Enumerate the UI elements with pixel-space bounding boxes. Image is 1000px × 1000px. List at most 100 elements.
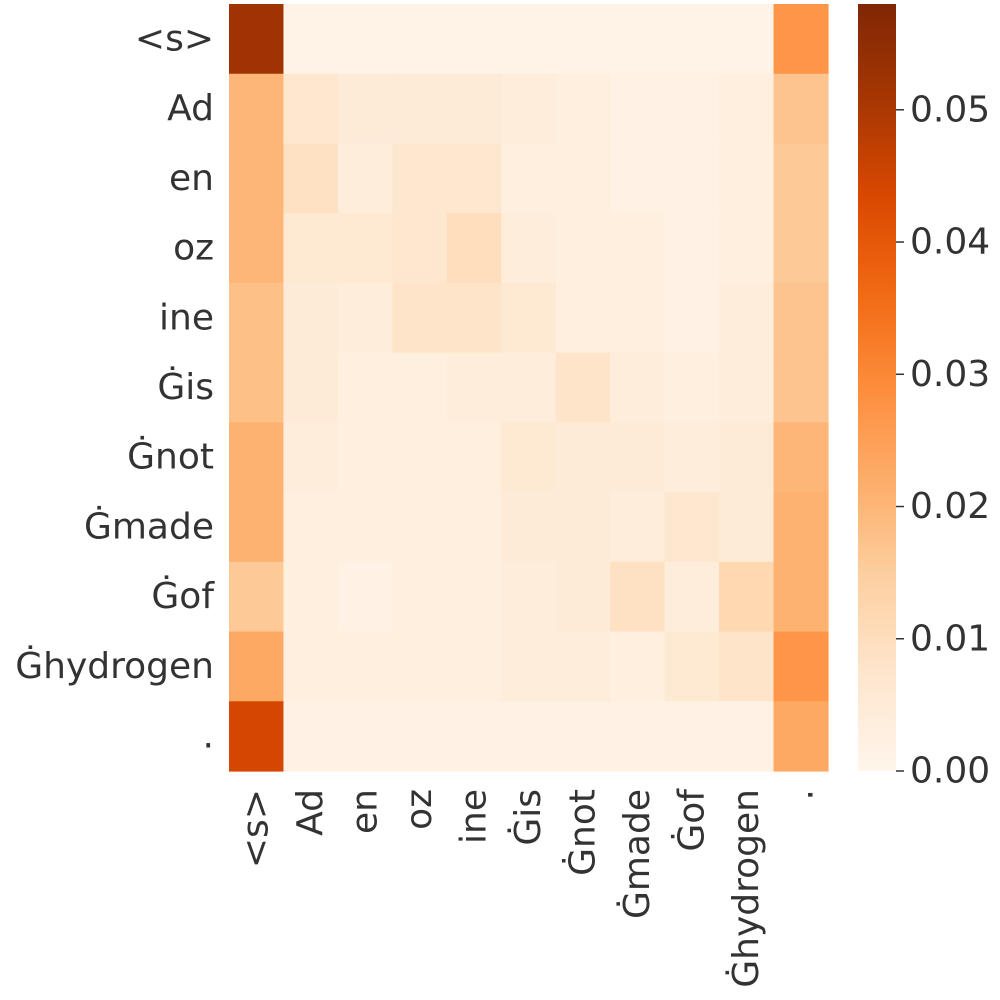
heatmap-cell: [283, 352, 339, 423]
heatmap-cell: [555, 422, 611, 493]
colorbar-ticks: 0.00 0.01 0.02 0.03 0.04 0.05: [896, 89, 990, 792]
heatmap-cell: [283, 561, 339, 633]
heatmap-cell: [337, 492, 393, 563]
colorbar-tick-label: 0.03: [910, 354, 990, 395]
heatmap-cell: [555, 631, 611, 702]
colorbar-tick-label: 0.01: [910, 618, 990, 659]
heatmap-cell: [719, 282, 775, 354]
heatmap-cell: [773, 631, 829, 702]
heatmap-cell: [229, 422, 285, 493]
heatmap-cell: [664, 701, 720, 772]
heatmap-cell: [501, 701, 557, 772]
x-tick-labels: <s> Ad en oz ine Ġis Ġnot Ġmade Ġof Ġhydrogen.: [236, 788, 822, 988]
heatmap-cell: [283, 422, 339, 493]
heatmap-cell: [283, 143, 339, 214]
heatmap-cell: [446, 561, 502, 633]
heatmap-cell: [446, 701, 502, 772]
colorbar-tick-label: 0.04: [910, 222, 990, 263]
heatmap-cell: [501, 352, 557, 423]
heatmap-cell: [719, 492, 775, 563]
y-tick-label: Ġof: [151, 575, 215, 617]
heatmap-cell: [446, 213, 502, 284]
heatmap-cell: [392, 422, 448, 493]
y-tick-label: <s>: [135, 18, 214, 59]
heatmap-cell: [719, 422, 775, 493]
heatmap-cell: [283, 492, 339, 563]
heatmap-cell: [610, 492, 666, 563]
heatmap-cell: [664, 282, 720, 354]
x-tick-label: Ġmade: [616, 789, 658, 919]
heatmap-cell: [337, 73, 393, 145]
heatmap-cell: [392, 282, 448, 354]
heatmap-cell: [446, 492, 502, 563]
heatmap-cell: [337, 422, 393, 493]
y-tick-labels: <s> Ad en oz ine Ġis Ġnot Ġmade Ġof Ġhydrogen.: [15, 18, 215, 756]
heatmap-cell: [719, 213, 775, 284]
x-tick-label: Ġhydrogen: [725, 789, 767, 988]
colorbar-tick-label: 0.00: [910, 751, 990, 792]
heatmap-cell: [337, 282, 393, 354]
heatmap-cell: [392, 352, 448, 423]
heatmap-cell: [392, 631, 448, 702]
heatmap-cell: [229, 4, 285, 75]
heatmap-cell: [337, 4, 393, 75]
heatmap-cell: [610, 631, 666, 702]
x-tick-label: ine: [454, 789, 495, 844]
x-tick-label: oz: [399, 789, 440, 830]
heatmap-cell: [773, 352, 829, 423]
y-tick-label: Ġis: [157, 366, 214, 408]
heatmap-cell: [610, 352, 666, 423]
heatmap-cell: [501, 4, 557, 75]
heatmap-cell: [229, 352, 285, 423]
heatmap-cell: [773, 73, 829, 145]
heatmap-cell: [501, 282, 557, 354]
heatmap-cell: [337, 143, 393, 214]
heatmap-cell: [229, 73, 285, 145]
heatmap-cell: [337, 213, 393, 284]
x-tick-label: en: [345, 789, 386, 834]
heatmap-cell: [773, 4, 829, 75]
heatmap-cell: [446, 422, 502, 493]
heatmap-cell: [501, 492, 557, 563]
heatmap-cell: [446, 352, 502, 423]
heatmap-cell: [229, 282, 285, 354]
heatmap-cell: [229, 492, 285, 563]
heatmap-cell: [446, 73, 502, 145]
y-tick-label: Ad: [167, 88, 214, 129]
heatmap-cell: [719, 143, 775, 214]
heatmap-cell: [337, 701, 393, 772]
heatmap-cell: [337, 352, 393, 423]
heatmap-cell: [501, 422, 557, 493]
heatmap-cell: [229, 701, 285, 772]
heatmap-cell: [719, 352, 775, 423]
heatmap-cell: [501, 143, 557, 214]
heatmap-cell: [501, 73, 557, 145]
heatmap-cell: [610, 143, 666, 214]
heatmap-cell: [664, 352, 720, 423]
heatmap-cell: [664, 4, 720, 75]
heatmap-cell: [719, 631, 775, 702]
heatmap-cell: [501, 561, 557, 633]
y-tick-label: en: [169, 158, 214, 199]
heatmap-cell: [555, 73, 611, 145]
heatmap-cell: [501, 631, 557, 702]
y-tick-label: .: [203, 716, 214, 757]
heatmap-cell: [773, 143, 829, 214]
heatmap-cell: [664, 561, 720, 633]
heatmap-cell: [392, 4, 448, 75]
heatmap-cell: [773, 561, 829, 633]
heatmap-cell: [283, 73, 339, 145]
x-tick-label: .: [780, 789, 821, 800]
heatmap-cell: [555, 561, 611, 633]
x-tick-label: <s>: [236, 789, 277, 868]
heatmap-cell: [446, 4, 502, 75]
heatmap-cell: [610, 561, 666, 633]
heatmap-cell: [337, 561, 393, 633]
heatmap-cell: [446, 631, 502, 702]
x-tick-label: Ad: [290, 789, 331, 836]
heatmap-cell: [283, 701, 339, 772]
heatmap-cell: [283, 213, 339, 284]
heatmap-cell: [392, 73, 448, 145]
y-tick-label: Ġmade: [84, 505, 214, 547]
heatmap-cell: [229, 213, 285, 284]
